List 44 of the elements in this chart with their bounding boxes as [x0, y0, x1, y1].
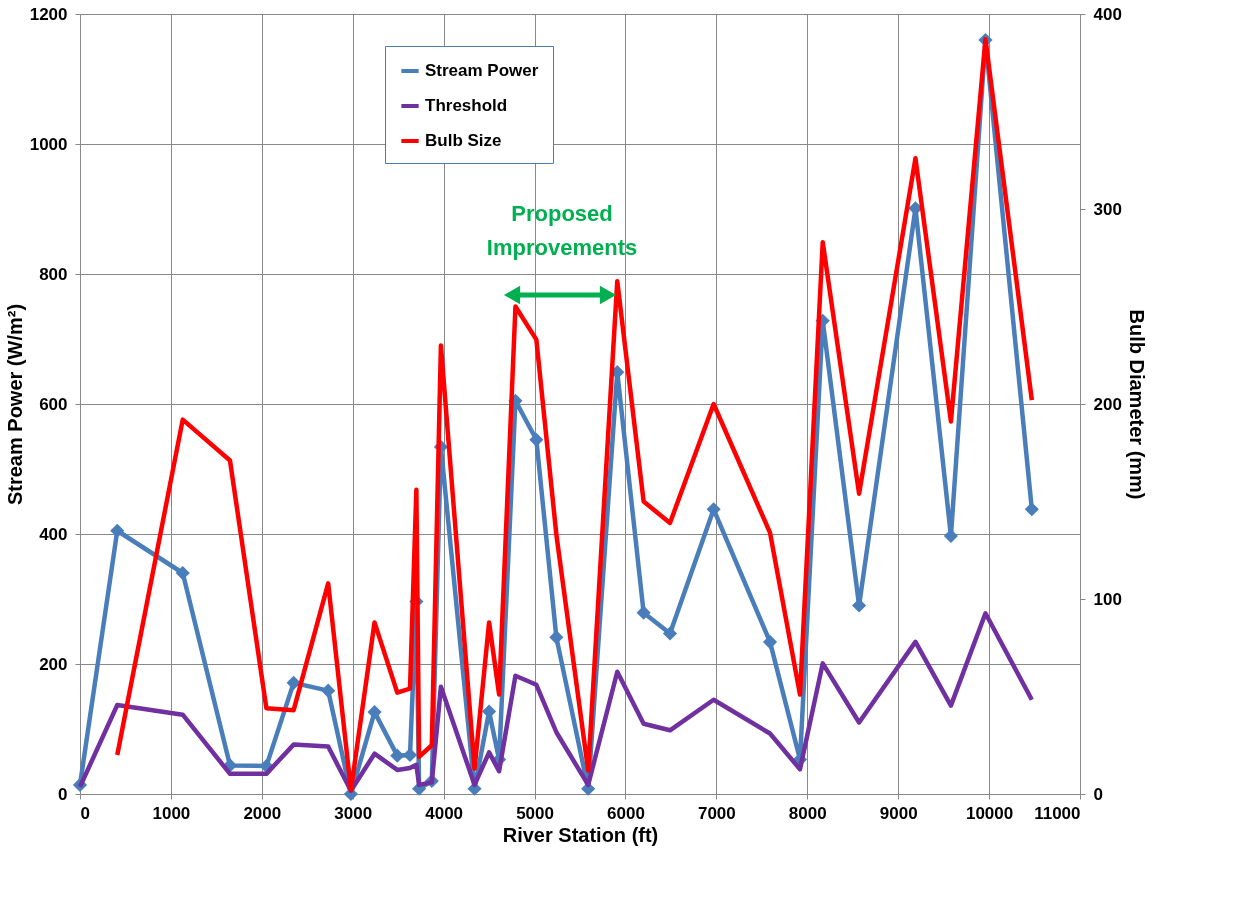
x-tick-label: 0: [80, 803, 90, 823]
point: [175, 565, 190, 581]
point: [549, 630, 564, 645]
point: [636, 605, 651, 620]
x-tick-label: 11000: [1034, 803, 1081, 823]
point: [390, 748, 405, 763]
point: [529, 432, 544, 447]
x-tick-label: 5000: [516, 803, 554, 823]
y-tick-label: 800: [39, 264, 68, 284]
y2-tick-label: 100: [1093, 589, 1122, 609]
x-tick-label: 8000: [788, 803, 827, 823]
y-tick-label: 600: [39, 394, 68, 414]
y-tick-label: 1200: [29, 4, 68, 24]
y2-tick-label: 400: [1093, 4, 1122, 24]
point: [662, 626, 678, 641]
point: [321, 683, 336, 698]
point: [367, 705, 382, 720]
point: [286, 675, 301, 690]
x-tick-label: 1000: [152, 803, 191, 823]
point: [762, 634, 778, 649]
y2-axis-title: Bulb Diameter (mm): [1125, 309, 1148, 500]
point: [706, 502, 721, 517]
y-tick-label: 400: [39, 524, 68, 544]
point: [110, 523, 125, 538]
y-tick-label: 1000: [29, 134, 68, 154]
y2-tick-label: 0: [1093, 784, 1103, 804]
x-tick-label: 4000: [425, 803, 464, 823]
annotation: Proposed Improvements: [486, 201, 638, 260]
y2-tick-label: 200: [1093, 394, 1122, 414]
x-axis-title: River Station (ft): [502, 823, 659, 846]
x-tick-label: 10000: [965, 803, 1014, 823]
x-tick-label: 6000: [607, 803, 645, 823]
x-tick-label: 3000: [334, 803, 373, 823]
point: [1024, 502, 1039, 517]
x-tick-label: 7000: [697, 803, 736, 823]
y2-tick-label: 300: [1093, 199, 1122, 219]
legend-label: Bulb Size: [425, 131, 502, 150]
legend-label: Threshold: [425, 96, 508, 115]
y-axis-title: Stream Power (W/m²): [3, 303, 26, 506]
x-tick-label: 2000: [243, 803, 282, 823]
legend-label: Stream Power: [425, 61, 539, 80]
x-tick-label: 9000: [879, 803, 918, 823]
y-tick-label: 0: [58, 784, 68, 804]
y-tick-label: 200: [39, 654, 68, 674]
